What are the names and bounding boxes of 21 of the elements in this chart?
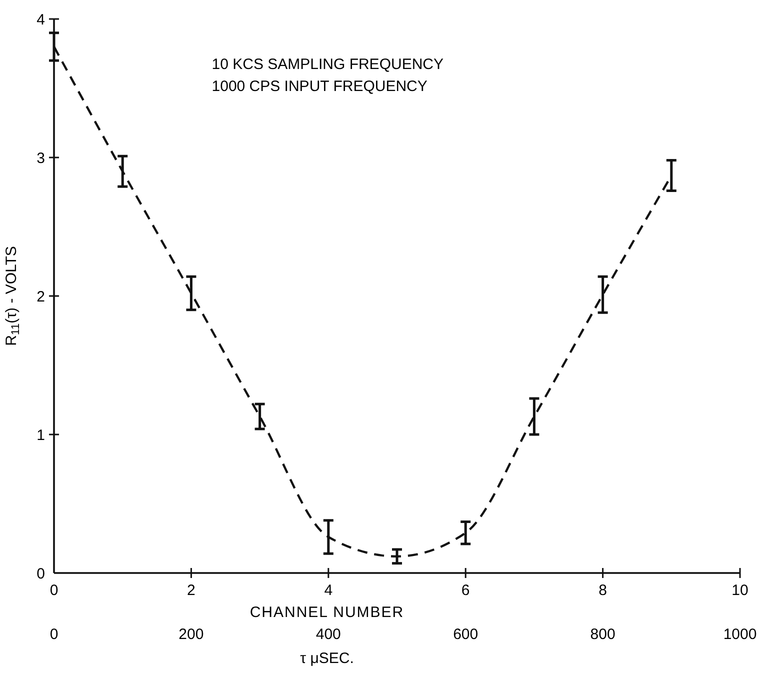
y-tick-label: 1 — [36, 426, 45, 444]
y-tick-label: 4 — [36, 11, 45, 28]
y-tick-label: 0 — [36, 565, 45, 582]
x-tick-label: 10 — [732, 582, 748, 599]
annotation: 10 KCS SAMPLING FREQUENCY — [212, 56, 444, 73]
x-axis-title: CHANNEL NUMBER — [250, 604, 404, 621]
x2-tick-label: 1000 — [723, 626, 757, 643]
x2-tick-label: 400 — [316, 626, 341, 643]
x2-tick-label: 200 — [178, 626, 204, 643]
y-tick-label: 2 — [36, 288, 45, 306]
annotation: 1000 CPS INPUT FREQUENCY — [212, 78, 428, 95]
x2-tick-label: 0 — [50, 626, 58, 643]
x-tick-label: 2 — [187, 582, 196, 599]
x-tick-label: 8 — [598, 582, 607, 599]
x-tick-label: 6 — [461, 582, 470, 599]
x-tick-label: 4 — [324, 582, 333, 599]
x2-tick-label: 800 — [590, 626, 616, 643]
x2-axis-title: τ μSEC. — [300, 650, 354, 667]
y-tick-label: 3 — [36, 150, 45, 167]
x-tick-label: 0 — [50, 582, 58, 599]
x2-tick-label: 600 — [453, 626, 478, 643]
